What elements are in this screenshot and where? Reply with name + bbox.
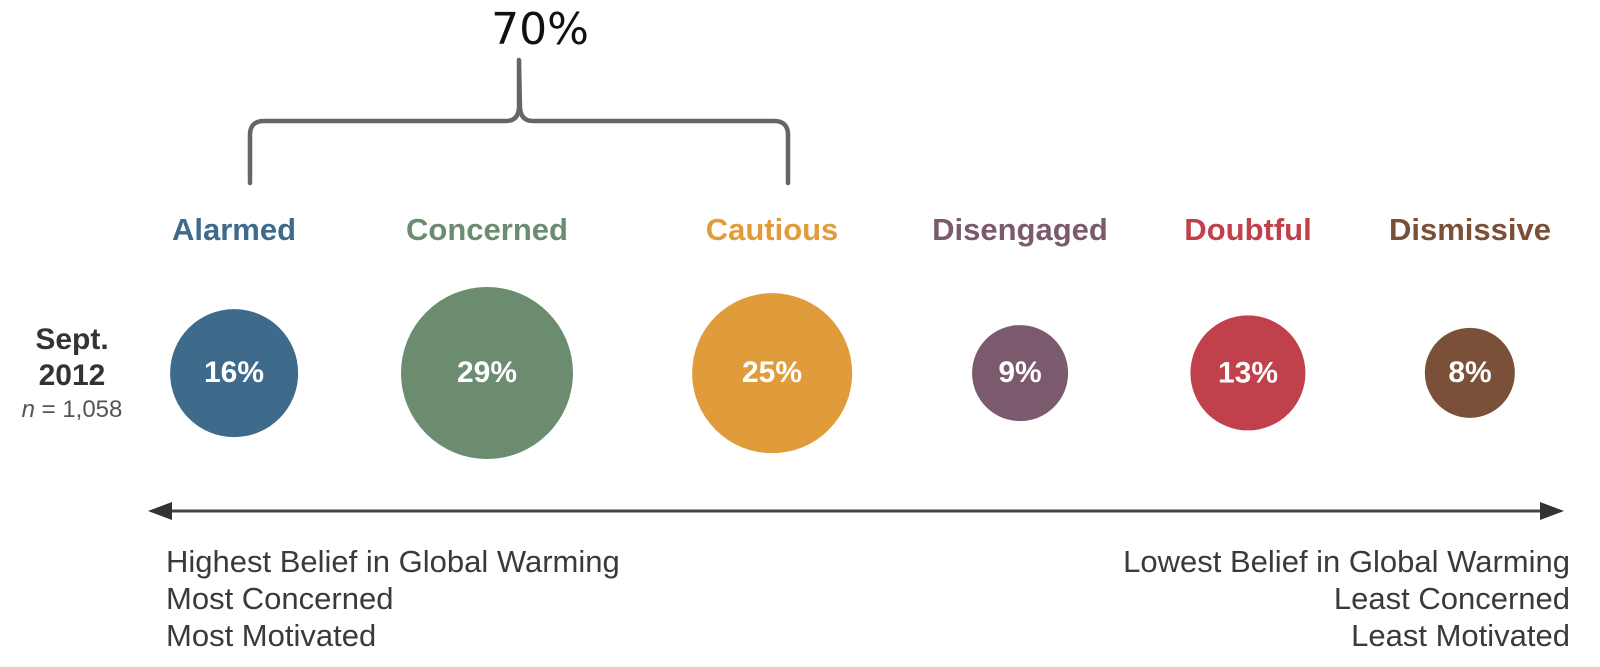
left-arrowhead bbox=[148, 502, 172, 520]
right-arrowhead bbox=[1540, 502, 1564, 520]
axis-right-description: Lowest Belief in Global Warming Least Co… bbox=[1123, 543, 1570, 654]
sample-size: n = 1,058 bbox=[21, 396, 123, 423]
survey-row-label: Sept. 2012 n = 1,058 bbox=[8, 322, 136, 424]
bubble-value-dismissive: 8% bbox=[1448, 355, 1492, 389]
axis-right-line-1: Lowest Belief in Global Warming bbox=[1123, 544, 1570, 579]
bubble-doubtful: 13% bbox=[1190, 315, 1306, 431]
bubble-value-concerned: 29% bbox=[456, 356, 518, 389]
axis-left-description: Highest Belief in Global Warming Most Co… bbox=[166, 543, 620, 654]
survey-date: Sept. 2012 bbox=[8, 322, 136, 394]
axis-left-line-3: Most Motivated bbox=[166, 618, 377, 653]
axis-right-line-2: Least Concerned bbox=[1333, 581, 1570, 616]
axis-left-line-2: Most Concerned bbox=[166, 581, 394, 616]
bubble-value-doubtful: 13% bbox=[1217, 356, 1279, 389]
segment-label-alarmed: Alarmed bbox=[171, 212, 297, 247]
axis-left-line-1: Highest Belief in Global Warming bbox=[166, 544, 620, 579]
bubble-alarmed: 16% bbox=[170, 309, 298, 437]
segment-label-doubtful: Doubtful bbox=[1184, 212, 1312, 247]
survey-date-line-2: 2012 bbox=[38, 359, 106, 392]
survey-date-line-1: Sept. bbox=[35, 323, 109, 356]
combined-percentage-label: 70% bbox=[491, 4, 589, 55]
bubble-disengaged: 9% bbox=[972, 325, 1068, 421]
segment-label-concerned: Concerned bbox=[406, 212, 568, 247]
bubble-dismissive: 8% bbox=[1424, 327, 1516, 419]
bracket-path bbox=[247, 57, 791, 186]
bubble-value-disengaged: 9% bbox=[998, 356, 1042, 389]
segment-label-dismissive: Dismissive bbox=[1389, 212, 1551, 247]
axis-right-line-3: Least Motivated bbox=[1351, 618, 1570, 653]
segment-label-cautious: Cautious bbox=[705, 212, 839, 247]
bubble-value-alarmed: 16% bbox=[203, 356, 265, 389]
bubble-concerned: 29% bbox=[401, 287, 573, 459]
segment-label-disengaged: Disengaged bbox=[932, 212, 1108, 247]
bubble-value-cautious: 25% bbox=[741, 356, 803, 389]
bubble-cautious: 25% bbox=[692, 293, 852, 453]
